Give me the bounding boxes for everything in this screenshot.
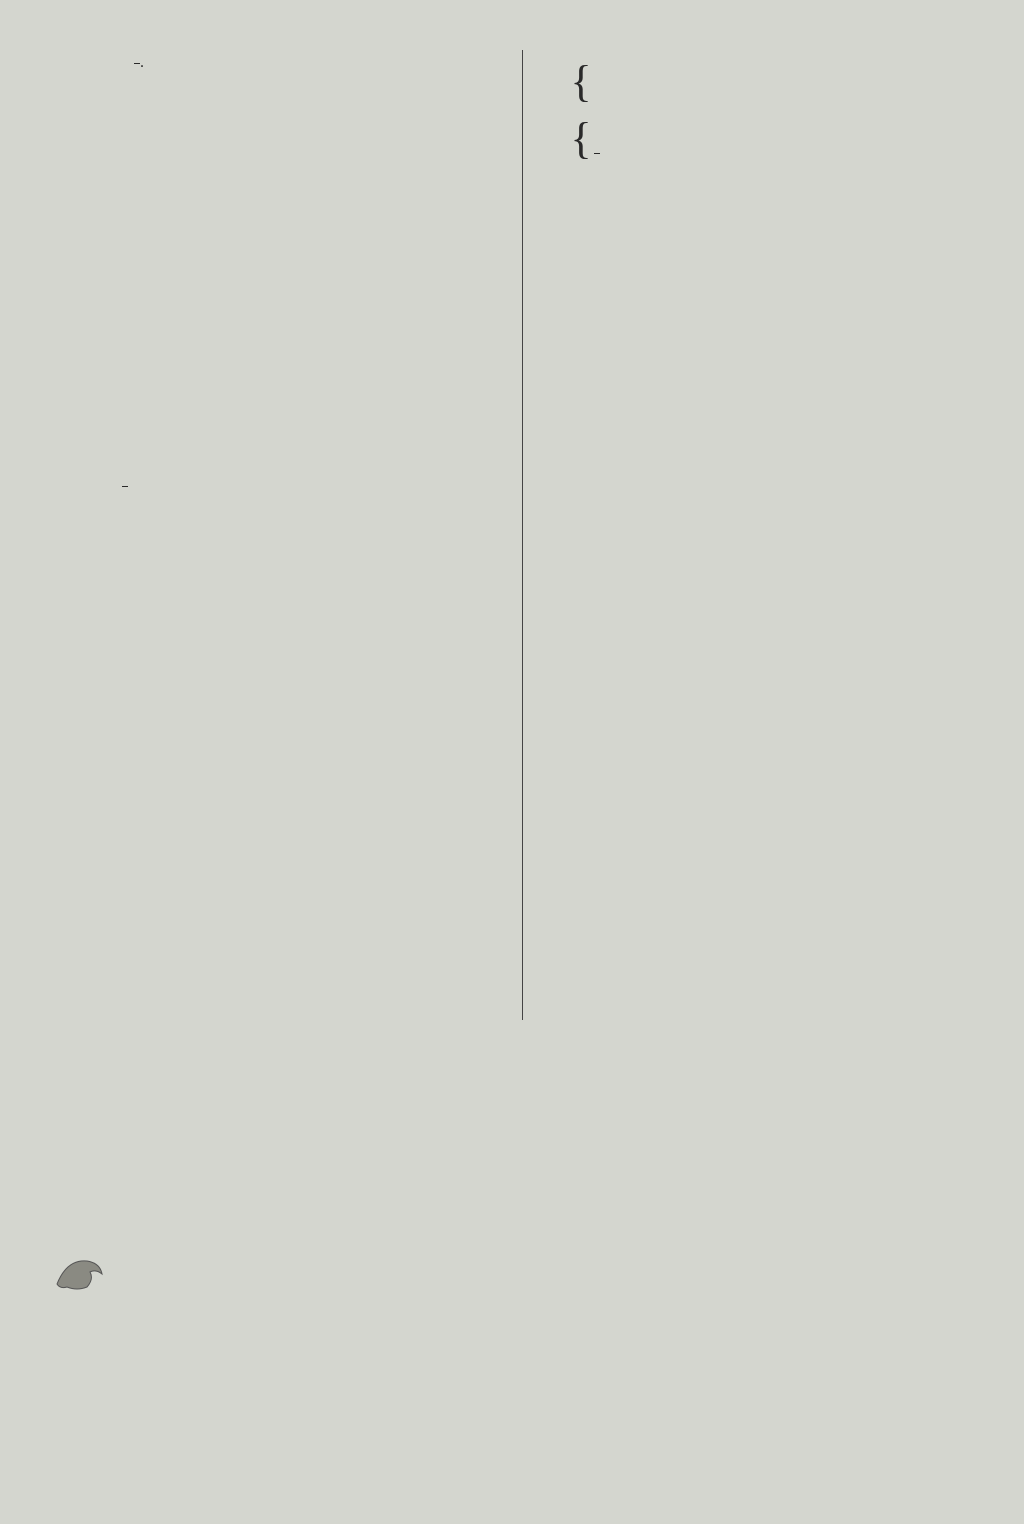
bar-chart	[154, 88, 414, 247]
q26-4	[90, 473, 502, 499]
fraction	[594, 153, 600, 154]
sys2-l2	[594, 144, 600, 161]
left-brace-icon: {	[571, 62, 592, 102]
column-divider	[522, 50, 523, 1020]
system-1: {	[543, 62, 955, 102]
dolphin-icon	[52, 1249, 107, 1299]
two-column-layout: .	[90, 50, 954, 1020]
system-2: {	[543, 112, 955, 166]
right-column: { {	[543, 50, 955, 1020]
left-column: .	[90, 50, 502, 1020]
frac-num	[134, 63, 140, 64]
system-2-content	[594, 112, 600, 166]
frac-num	[122, 486, 128, 487]
pie-chart	[160, 266, 502, 461]
left-brace-icon: {	[571, 119, 592, 159]
fraction	[122, 486, 128, 487]
q24-row	[90, 88, 502, 255]
pie-chart-svg	[236, 266, 426, 456]
bar-chart-svg	[154, 88, 414, 238]
frac-num	[594, 153, 600, 154]
expr-line: .	[90, 50, 502, 76]
fraction	[134, 63, 140, 64]
